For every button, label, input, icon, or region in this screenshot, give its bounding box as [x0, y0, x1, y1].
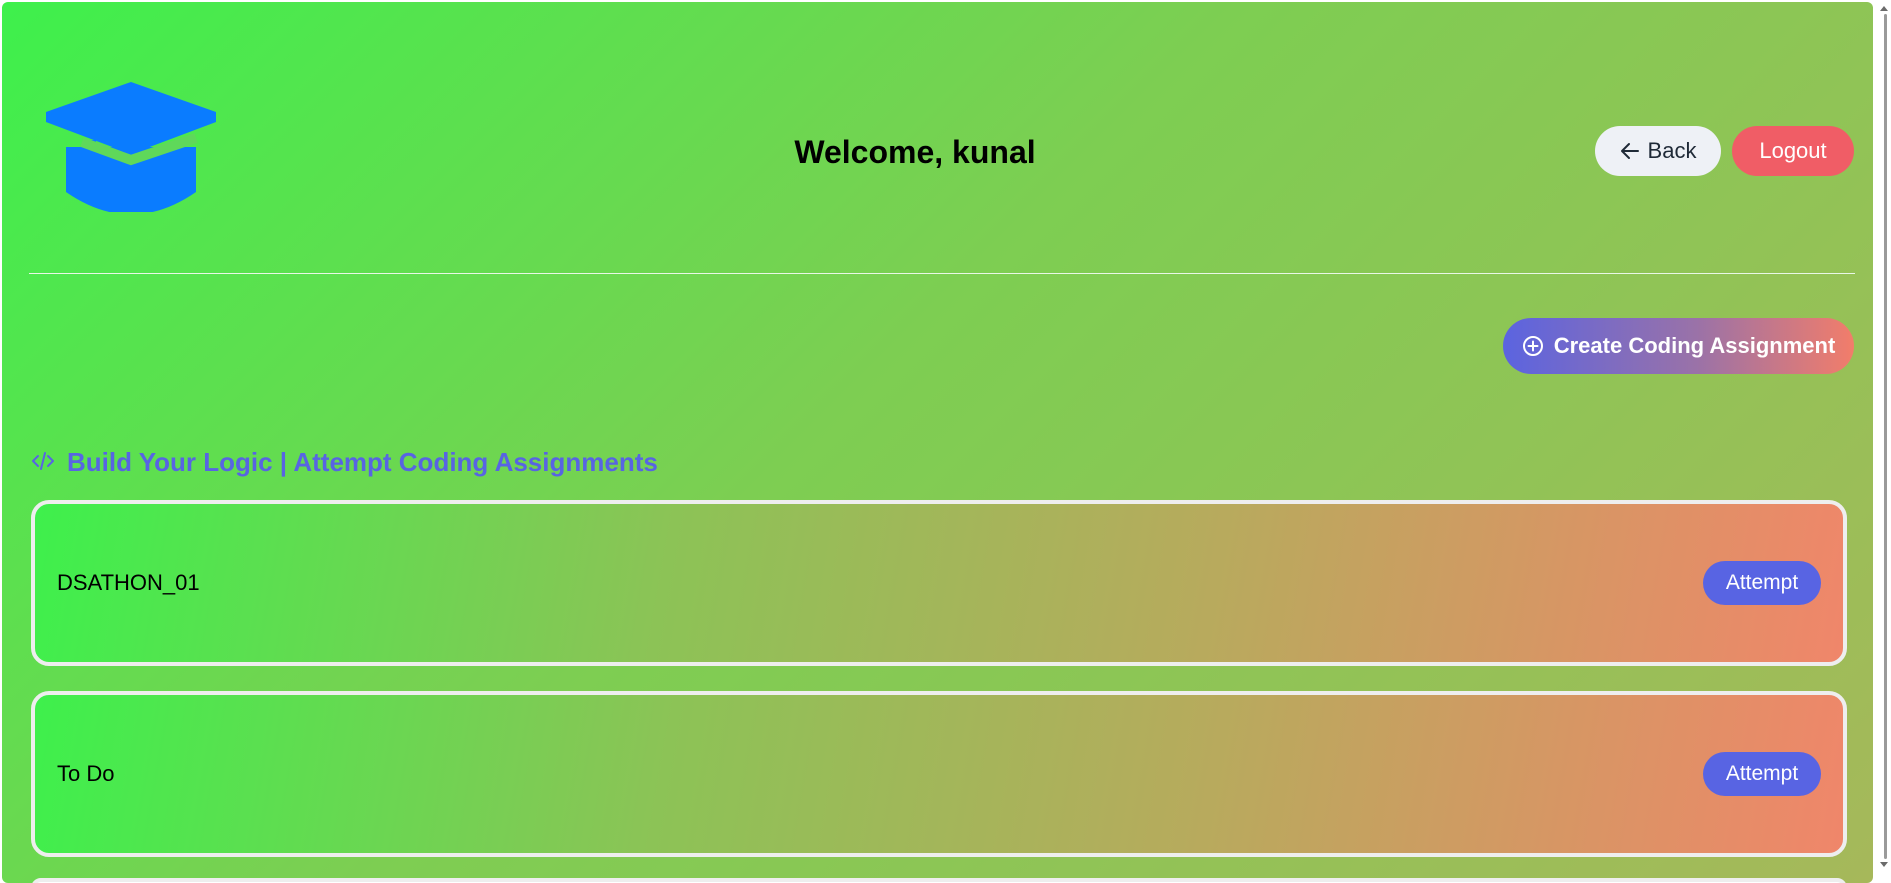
section-title-text: Build Your Logic | Attempt Coding Assign…	[67, 446, 658, 477]
scrollbar[interactable]	[1876, 0, 1891, 883]
logout-button[interactable]: Logout	[1732, 126, 1854, 176]
assignment-title: DSATHON_01	[57, 570, 200, 595]
assignment-title: To Do	[57, 761, 115, 786]
welcome-heading: Welcome, kunal	[794, 134, 1036, 170]
assignment-card: DSATHON_01 Attempt	[31, 500, 1847, 666]
header-divider	[29, 273, 1855, 274]
create-label: Create Coding Assignment	[1553, 333, 1836, 358]
attempt-button[interactable]: Attempt	[1703, 561, 1821, 605]
graduation-cap-icon	[46, 82, 216, 212]
back-button[interactable]: Back	[1595, 126, 1721, 176]
section-title: Build Your Logic | Attempt Coding Assign…	[31, 446, 658, 478]
create-coding-assignment-button[interactable]: Create Coding Assignment	[1503, 318, 1854, 374]
back-label: Back	[1647, 138, 1697, 163]
arrow-left-icon	[1620, 143, 1639, 159]
scroll-down-icon[interactable]	[1880, 862, 1888, 867]
scrollbar-thumb[interactable]	[1884, 14, 1887, 859]
scroll-up-icon[interactable]	[1880, 6, 1888, 11]
plus-circle-icon	[1522, 336, 1543, 356]
assignment-card: To Do Attempt	[31, 691, 1847, 857]
attempt-button[interactable]: Attempt	[1703, 752, 1821, 796]
code-icon	[32, 452, 54, 470]
assignment-card-partial	[31, 878, 1847, 883]
